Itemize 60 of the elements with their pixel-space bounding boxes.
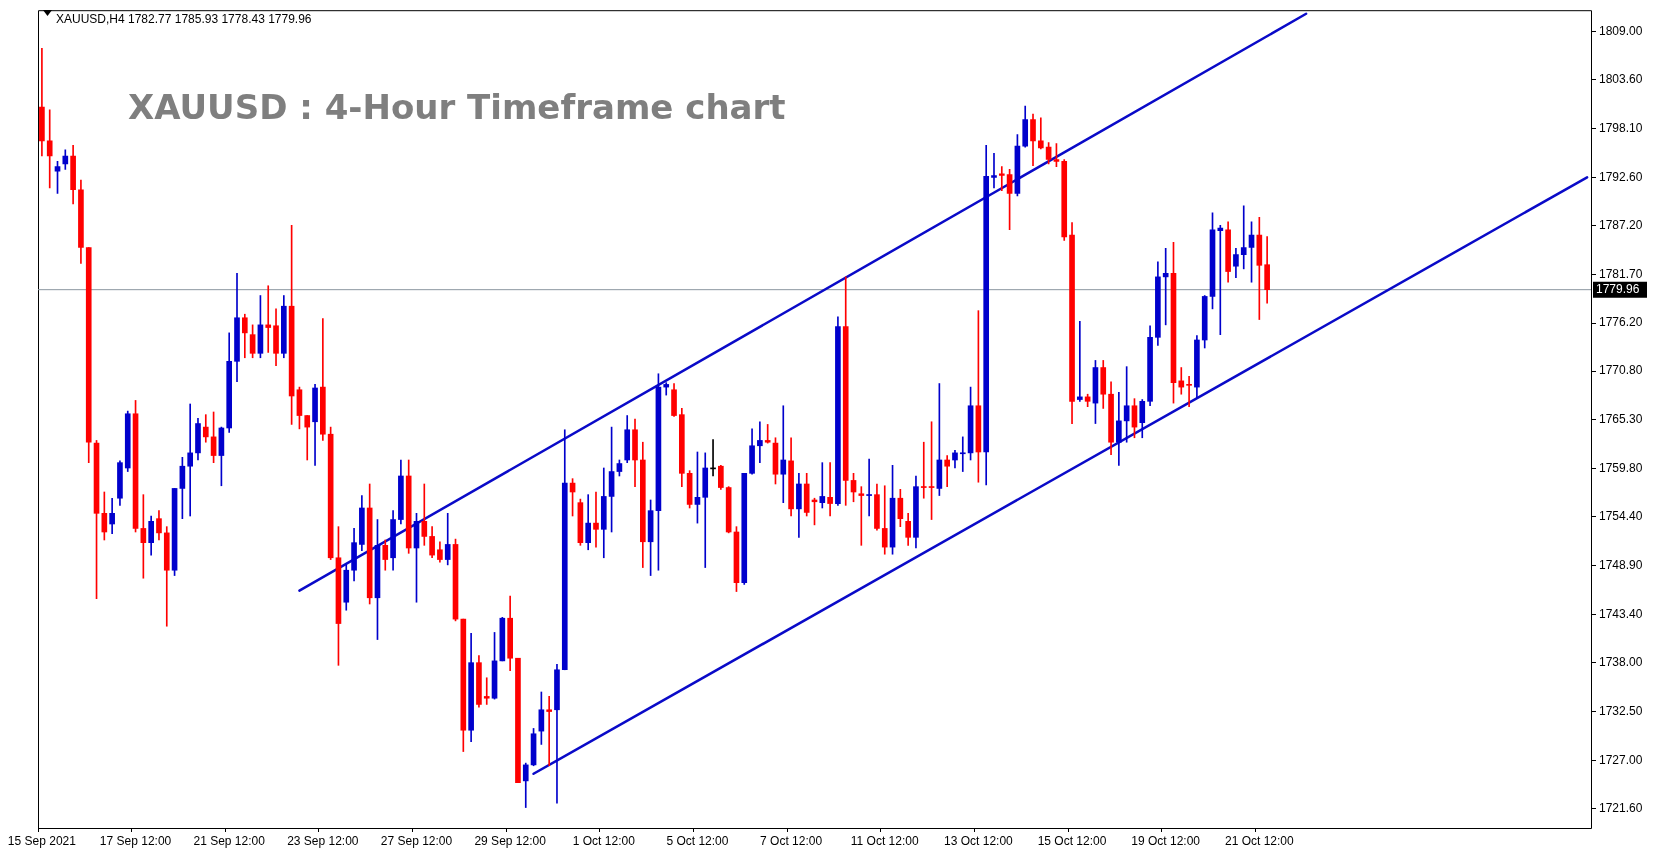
candlestick: [920, 441, 927, 499]
y-tick-label: 1727.00: [1599, 752, 1643, 767]
candlestick: [998, 166, 1005, 191]
y-tick-label: 1809.00: [1599, 23, 1643, 38]
candlestick: [663, 382, 670, 396]
y-tick-label: 1792.60: [1599, 169, 1643, 184]
candlestick: [187, 403, 194, 517]
candlestick: [546, 696, 552, 767]
x-tick-label: 27 Sep 12:00: [380, 833, 453, 848]
candlestick: [265, 285, 272, 353]
y-tick-label: 1748.90: [1599, 558, 1643, 573]
candlestick: [959, 436, 966, 472]
candlestick: [593, 491, 599, 548]
candlestick: [757, 421, 763, 463]
y-tick-label: 1743.40: [1599, 606, 1643, 621]
y-tick-label: 1732.50: [1599, 703, 1643, 718]
candlestick: [866, 458, 872, 517]
candlestick: [991, 152, 997, 189]
y-tick-label: 1803.60: [1599, 71, 1643, 86]
x-tick-label: 21 Sep 12:00: [193, 833, 266, 848]
candlestick: [1162, 248, 1169, 326]
x-tick-label: 1 Oct 12:00: [572, 833, 636, 848]
candlestick: [1077, 320, 1083, 402]
x-tick-label: 23 Sep 12:00: [287, 833, 359, 848]
ref-line-label: 1779.96: [1596, 281, 1640, 296]
x-tick-label: 17 Sep 12:00: [99, 833, 172, 848]
x-tick-label: 29 Sep 12:00: [474, 833, 547, 848]
y-tick-label: 1787.20: [1599, 217, 1643, 232]
y-tick-label: 1738.00: [1599, 654, 1643, 669]
y-tick-label: 1721.60: [1599, 800, 1643, 815]
x-tick-label: 5 Oct 12:00: [666, 833, 729, 848]
y-tick-label: 1798.10: [1599, 120, 1643, 135]
candlestick: [944, 455, 950, 487]
y-tick-label: 1770.80: [1599, 363, 1643, 378]
chart-subtitle: XAUUSD,H4 1782.77 1785.93 1778.43 1779.96: [56, 11, 312, 26]
candlestick: [1186, 376, 1192, 407]
candlestick: [827, 462, 833, 517]
candlestick: [764, 424, 771, 444]
y-tick-label: 1765.30: [1599, 412, 1643, 427]
y-tick-label: 1759.80: [1599, 461, 1643, 476]
y-tick-label: 1776.20: [1599, 315, 1643, 330]
candlestick: [1240, 205, 1247, 270]
candlestick: [858, 486, 865, 546]
x-tick-label: 21 Oct 12:00: [1224, 833, 1295, 848]
candlestick: [1178, 367, 1185, 395]
x-tick-label: 7 Oct 12:00: [760, 833, 823, 848]
y-tick-label: 1781.70: [1599, 266, 1643, 281]
candlestick: [46, 109, 53, 189]
y-tick-label: 1754.40: [1599, 509, 1643, 524]
candlestick: [1037, 117, 1044, 150]
x-tick-label: 19 Oct 12:00: [1131, 833, 1201, 848]
x-tick-label: 15 Sep 2021: [7, 833, 77, 848]
candlestick: [483, 677, 490, 705]
x-tick-label: 11 Oct 12:00: [850, 833, 919, 848]
x-tick-label: 15 Oct 12:00: [1037, 833, 1107, 848]
x-tick-label: 13 Oct 12:00: [944, 833, 1014, 848]
candlestick: [1217, 224, 1224, 335]
candlestick: [819, 462, 826, 509]
text: XAUUSD : 4-Hour Timeframe chart: [128, 87, 786, 128]
candlestick: [780, 405, 787, 503]
